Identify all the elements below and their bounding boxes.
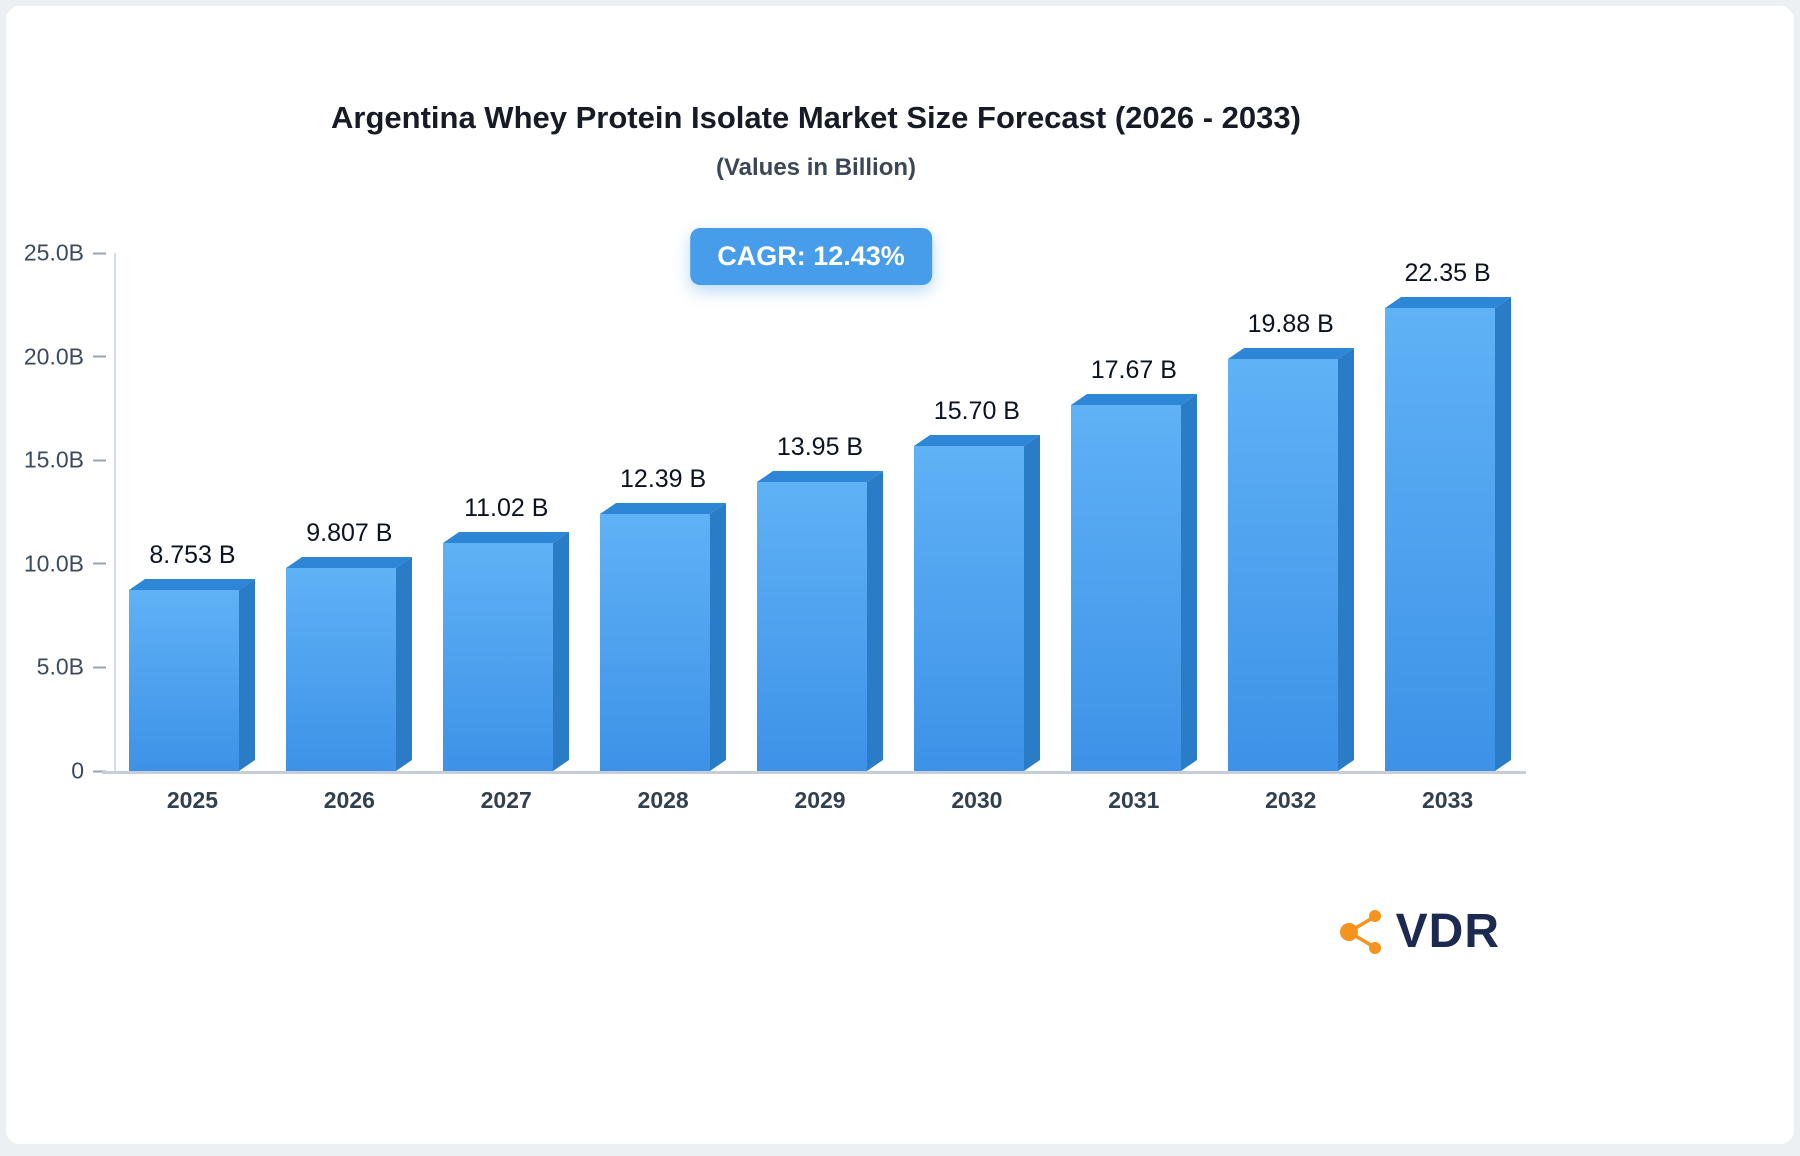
bar (129, 579, 256, 771)
bar-group-2026: 9.807 B (271, 519, 428, 771)
chart-card: Argentina Whey Protein Isolate Market Si… (6, 6, 1794, 1144)
x-axis-label: 2028 (637, 787, 689, 813)
y-axis-tick: 25.0B (24, 240, 106, 267)
bar-group-2033: 22.35 B (1369, 259, 1526, 771)
y-axis-tick-mark (93, 355, 106, 358)
y-axis-tick-mark (93, 459, 106, 462)
x-axis-line (102, 771, 1526, 774)
bar (1227, 348, 1354, 771)
bar (1384, 297, 1511, 771)
bar-value-label: 8.753 B (149, 541, 236, 569)
bar-value-label: 9.807 B (306, 519, 393, 547)
y-axis-tick-mark (93, 252, 106, 254)
bar-value-label: 17.67 B (1090, 356, 1177, 384)
bar-value-label: 15.70 B (933, 397, 1020, 425)
y-axis-tick-label: 5.0B (36, 653, 84, 680)
bar (286, 557, 413, 771)
bar-group-2027: 11.02 B (428, 494, 585, 771)
x-axis-label: 2031 (1108, 787, 1160, 813)
y-axis-tick-label: 0 (71, 757, 84, 784)
y-axis-tick: 10.0B (24, 550, 106, 577)
vdr-logo-icon (1339, 909, 1381, 954)
y-axis-tick-mark (93, 562, 106, 565)
cagr-badge: CAGR: 12.43% (690, 228, 932, 285)
vdr-logo-text: VDR (1395, 905, 1500, 958)
bar-value-label: 12.39 B (620, 465, 707, 493)
bar-value-label: 22.35 B (1404, 259, 1491, 287)
bar-value-label: 13.95 B (776, 433, 864, 461)
y-axis-tick: 5.0B (37, 654, 106, 681)
bar-group-2025: 8.753 B (114, 541, 271, 771)
x-axis-label: 2026 (323, 787, 375, 813)
y-axis-tick-label: 15.0B (23, 446, 84, 473)
x-axis-label: 2029 (794, 787, 846, 813)
y-axis-tick-label: 20.0B (23, 343, 84, 370)
bar (757, 471, 883, 771)
y-axis-tick-mark (93, 770, 106, 772)
y-axis-tick: 15.0B (24, 447, 106, 474)
y-axis-tick: 20.0B (24, 343, 106, 370)
plot-area: 8.753 B 9.807 B 11.02 B 12.39 B 13.95 B 15.70… (114, 253, 1526, 771)
y-axis-tick-label: 25.0B (23, 239, 84, 266)
x-axis-label: 2027 (480, 787, 532, 813)
x-axis-label: 2033 (1421, 787, 1474, 813)
bar-value-label: 19.88 B (1247, 310, 1334, 338)
bar-group-2029: 13.95 B (742, 433, 899, 771)
bar (600, 503, 727, 771)
x-axis: 2025 2026 2027 2028 2029 2030 2031 2032 2033 (114, 787, 1526, 814)
bar (913, 435, 1040, 771)
x-axis-label: 2025 (166, 787, 219, 813)
y-axis-line (114, 253, 116, 771)
y-axis-tick-label: 10.0B (23, 550, 84, 577)
bar-group-2031: 17.67 B (1055, 356, 1212, 771)
bar-group-2030: 15.70 B (898, 397, 1055, 771)
vdr-logo: VDR (1336, 904, 1500, 959)
y-axis: 25.0B 20.0B 15.0B 10.0B 5.0B 0 (0, 240, 114, 784)
bar-group-2028: 12.39 B (585, 465, 742, 771)
bar-value-label: 11.02 B (464, 494, 549, 522)
x-axis-label: 2032 (1265, 787, 1317, 813)
y-axis-tick: 0 (71, 758, 106, 785)
bar (443, 532, 570, 771)
bar-chart: 25.0B 20.0B 15.0B 10.0B 5.0B 0 8.753 B 9.807 B… (24, 240, 1526, 813)
chart-subtitle: (Values in Billion) (715, 154, 917, 181)
y-axis-tick-mark (93, 666, 106, 669)
x-axis-label: 2030 (951, 787, 1003, 813)
bar-group-2032: 19.88 B (1212, 310, 1369, 771)
chart-title: Argentina Whey Protein Isolate Market Si… (331, 100, 1301, 135)
bar (1070, 394, 1197, 771)
